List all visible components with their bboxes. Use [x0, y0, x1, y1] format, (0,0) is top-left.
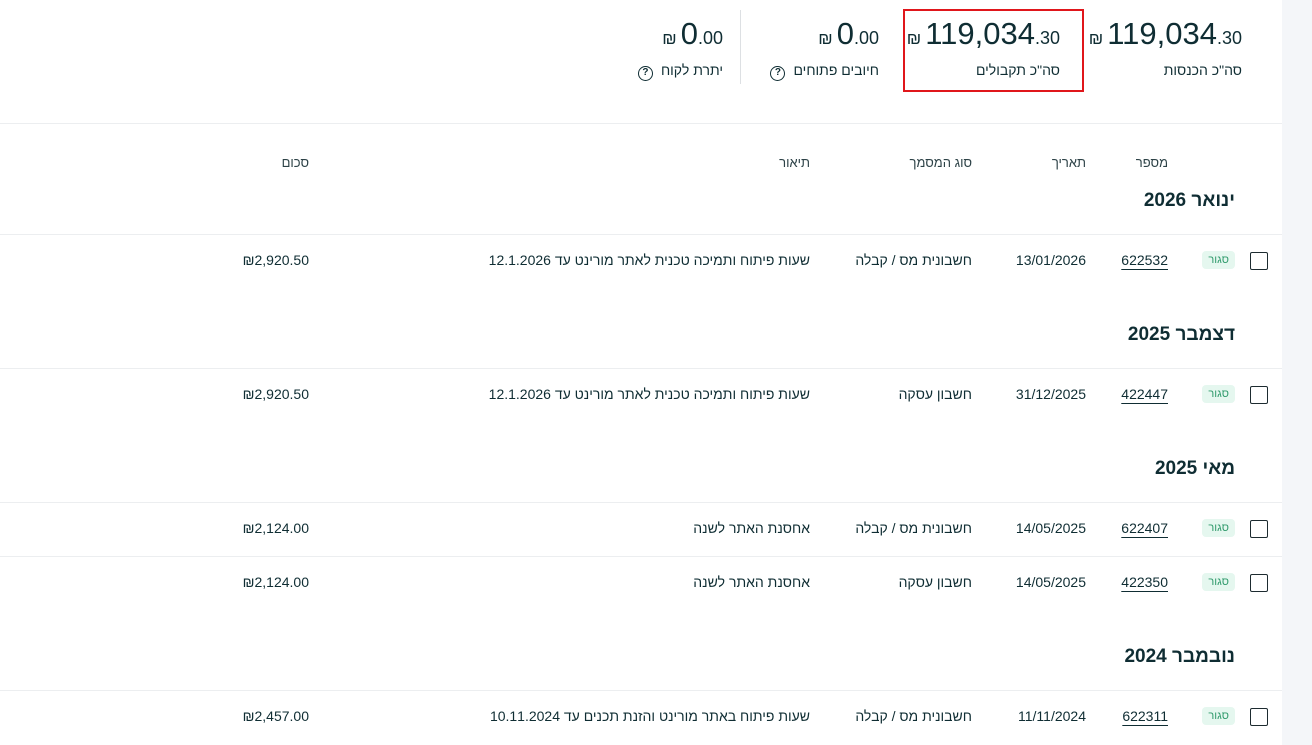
summary-label: יתרת לקוח	[660, 62, 723, 78]
row-date: 11/11/2024	[1018, 708, 1086, 724]
document-number-link[interactable]: 422350	[1121, 574, 1168, 590]
currency-symbol: ₪	[662, 29, 677, 48]
amount-integer: 119,034	[1107, 16, 1217, 51]
currency-symbol: ₪	[1088, 29, 1104, 48]
group-header: ינואר 2026	[1143, 190, 1235, 211]
status-badge: סגור	[1202, 573, 1235, 591]
amount-decimal: .30	[1216, 28, 1242, 48]
row-amount: ₪2,920.50	[242, 252, 309, 268]
row-checkbox[interactable]	[1250, 574, 1268, 592]
row-description: אחסנת האתר לשנה	[693, 574, 810, 590]
summary-item: ₪ 119,034.30 סה"כ הכנסות	[1089, 14, 1242, 78]
table-row[interactable]: סגור 622311 11/11/2024 חשבונית מס / קבלה…	[0, 690, 1282, 744]
row-checkbox[interactable]	[1250, 386, 1268, 404]
status-badge: סגור	[1202, 251, 1235, 269]
summary-amount: ₪ 119,034.30	[907, 14, 1060, 54]
status-badge: סגור	[1202, 519, 1235, 537]
customer-card: ₪ 119,034.30 סה"כ הכנסות ₪ 119,034.30 סה"כ …	[0, 0, 1282, 744]
currency-symbol: ₪	[906, 29, 922, 48]
table-row[interactable]: סגור 422350 14/05/2025 חשבון עסקה אחסנת …	[0, 556, 1282, 610]
row-description: שעות פיתוח באתר מורינט והזנת תכנים עד 10…	[489, 708, 810, 724]
row-amount: ₪2,124.00	[242, 574, 309, 590]
summary-bar: ₪ 119,034.30 סה"כ הכנסות ₪ 119,034.30 סה"כ …	[0, 0, 1282, 124]
document-number-link[interactable]: 622407	[1121, 520, 1168, 536]
row-type: חשבונית מס / קבלה	[855, 708, 972, 724]
document-number-link[interactable]: 422447	[1121, 386, 1168, 402]
document-number-link[interactable]: 622532	[1121, 252, 1168, 268]
row-description: אחסנת האתר לשנה	[693, 520, 810, 536]
highlight-box	[903, 9, 1084, 92]
row-description: שעות פיתוח ותמיכה טכנית לאתר מורינט עד 1…	[488, 252, 810, 268]
row-date: 14/05/2025	[1015, 520, 1086, 536]
header-type[interactable]: סוג המסמך	[909, 155, 972, 170]
help-icon[interactable]: ?	[770, 66, 786, 81]
summary-label: חיובים פתוחים	[793, 62, 879, 78]
group-header: מאי 2025	[1154, 458, 1235, 479]
summary-label: סה"כ הכנסות	[1163, 62, 1242, 78]
document-number-link[interactable]: 622311	[1122, 708, 1168, 724]
row-date: 14/05/2025	[1015, 574, 1086, 590]
table-row[interactable]: סגור 422447 31/12/2025 חשבון עסקה שעות פ…	[0, 368, 1282, 422]
amount-decimal: .00	[853, 28, 879, 48]
help-icon[interactable]: ?	[637, 66, 653, 81]
row-checkbox[interactable]	[1250, 520, 1268, 538]
currency-symbol: ₪	[818, 29, 833, 48]
group-header: נובמבר 2024	[1124, 646, 1235, 667]
summary-item: ₪ 119,034.30 סה"כ תקבולים	[907, 14, 1060, 78]
header-number[interactable]: מספר	[1135, 155, 1168, 170]
status-badge: סגור	[1202, 385, 1235, 403]
amount-decimal: .00	[697, 28, 723, 48]
amount-integer: 0	[680, 16, 698, 51]
summary-item: ₪ 0.00 יתרת לקוח?	[637, 14, 723, 81]
row-checkbox[interactable]	[1250, 252, 1268, 270]
summary-label: סה"כ תקבולים	[975, 62, 1060, 78]
group-header: דצמבר 2025	[1127, 324, 1235, 345]
amount-decimal: .30	[1034, 28, 1060, 48]
row-type: חשבונית מס / קבלה	[855, 252, 972, 268]
summary-item: ₪ 0.00 חיובים פתוחים?	[770, 14, 879, 81]
row-amount: ₪2,124.00	[242, 520, 309, 536]
row-type: חשבונית מס / קבלה	[855, 520, 972, 536]
row-type: חשבון עסקה	[898, 574, 972, 590]
status-badge: סגור	[1202, 707, 1235, 725]
amount-integer: 0	[836, 16, 854, 51]
row-date: 31/12/2025	[1015, 386, 1086, 402]
table-row[interactable]: סגור 622532 13/01/2026 חשבונית מס / קבלה…	[0, 234, 1282, 288]
row-type: חשבון עסקה	[898, 386, 972, 402]
summary-amount: ₪ 0.00	[638, 14, 723, 54]
row-amount: ₪2,457.00	[242, 708, 309, 724]
summary-divider	[740, 10, 741, 84]
row-amount: ₪2,920.50	[242, 386, 309, 402]
header-date[interactable]: תאריך	[1051, 155, 1086, 170]
row-checkbox[interactable]	[1250, 708, 1268, 726]
header-description[interactable]: תיאור	[779, 155, 810, 170]
row-description: שעות פיתוח ותמיכה טכנית לאתר מורינט עד 1…	[488, 386, 810, 402]
amount-integer: 119,034	[925, 16, 1035, 51]
row-date: 13/01/2026	[1015, 252, 1086, 268]
summary-amount: ₪ 119,034.30	[1089, 14, 1242, 54]
header-amount[interactable]: סכום	[281, 155, 309, 170]
summary-amount: ₪ 0.00	[770, 14, 879, 54]
right-sidebar-strip	[1282, 0, 1312, 745]
table-row[interactable]: סגור 622407 14/05/2025 חשבונית מס / קבלה…	[0, 502, 1282, 556]
